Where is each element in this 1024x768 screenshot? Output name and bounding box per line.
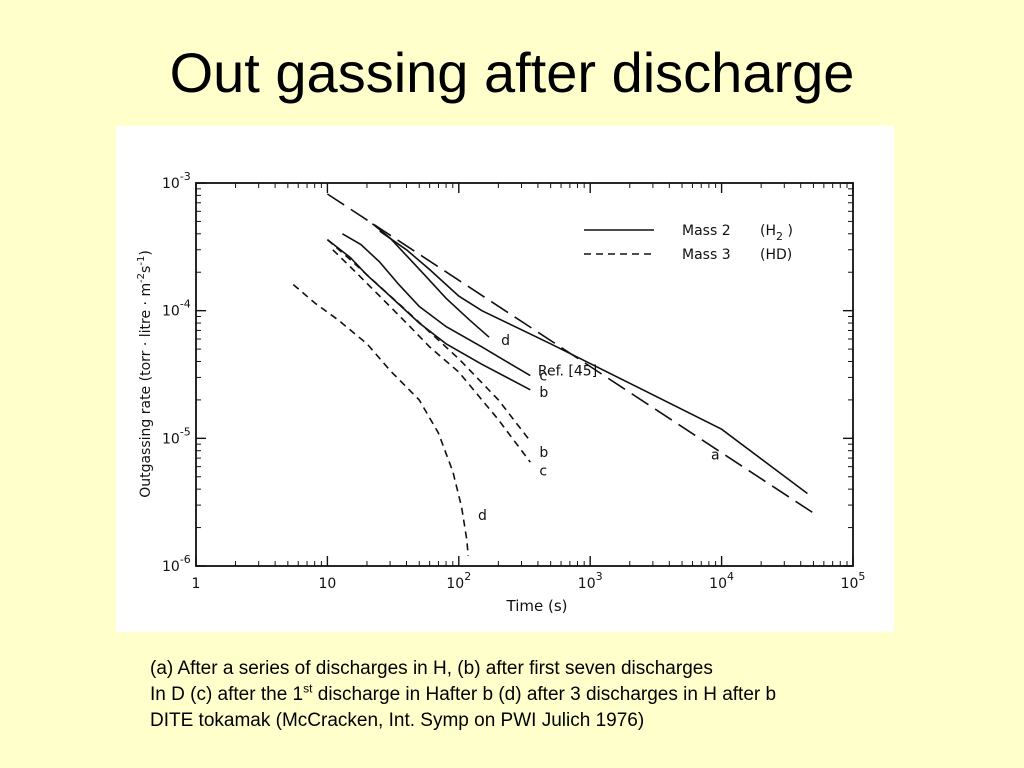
x-tick-label: 105 <box>841 570 866 592</box>
series-label: b <box>539 385 548 401</box>
ticks-layer: 1 10 102 103 104 105 10-3 10-4 10-5 10-6 <box>162 170 865 592</box>
caption-line-2-after: discharge in Hafter b (d) after 3 discha… <box>312 684 777 705</box>
series-line-solid-a <box>379 230 808 495</box>
series-line-dashed-c <box>332 249 531 463</box>
y-tick-label: 10-6 <box>162 553 191 575</box>
y-axis-label: Outgassing rate (torr · litre · m-2s-1) <box>136 250 154 498</box>
outgassing-chart: 1 10 102 103 104 105 10-3 10-4 10-5 10-6 Ref. [45… <box>116 126 894 632</box>
legend-label: Mass 3 <box>682 247 731 263</box>
series-label: c <box>539 369 547 385</box>
x-tick-label: 10 <box>318 576 336 592</box>
caption-line-3-text: DITE tokamak (McCracken, Int. Symp on PW… <box>150 710 645 731</box>
x-tick-label: 103 <box>578 570 603 592</box>
series-layer <box>292 193 814 556</box>
legend-label: Mass 2 <box>682 223 731 239</box>
legend-species: (HD) <box>760 247 792 263</box>
series-line-dashed-b <box>326 238 531 442</box>
plot-frame <box>195 182 854 567</box>
y-tick-label: 10-3 <box>162 170 191 192</box>
series-label: d <box>501 333 510 349</box>
series-line-solid-d <box>371 223 490 338</box>
caption-line-2: In D (c) after the 1st discharge in Haft… <box>150 682 1010 708</box>
series-line-solid-c <box>341 233 531 377</box>
series-label: d <box>478 508 487 524</box>
caption-line-1-text: (a) After a series of discharges in H, (… <box>150 658 713 679</box>
legend-species: (H2 ) <box>760 223 793 243</box>
legend: Mass 2 (H2 ) Mass 3 (HD) <box>584 223 793 263</box>
series-label: b <box>539 445 548 461</box>
series-label: c <box>539 463 547 479</box>
y-tick-label: 10-4 <box>162 298 191 320</box>
caption-line-2-before: In D (c) after the 1 <box>150 684 304 705</box>
x-axis-label: Time (s) <box>506 597 568 615</box>
x-tick-label: 104 <box>709 570 734 592</box>
y-tick-label: 10-5 <box>162 425 191 447</box>
series-line-solid-b <box>326 238 531 391</box>
caption-superscript: st <box>303 681 313 696</box>
series-label: a <box>711 447 720 463</box>
chart-svg: 1 10 102 103 104 105 10-3 10-4 10-5 10-6 Ref. [45… <box>136 170 865 615</box>
x-tick-label: 102 <box>446 570 471 592</box>
series-line-dashed-d <box>292 283 469 556</box>
caption-line-1: (a) After a series of discharges in H, (… <box>150 656 1010 682</box>
slide-title: Out gassing after discharge <box>169 41 855 104</box>
series-label: Ref. [45] <box>538 363 597 379</box>
figure-caption: (a) After a series of discharges in H, (… <box>150 656 1010 734</box>
caption-line-3: DITE tokamak (McCracken, Int. Symp on PW… <box>150 708 1010 734</box>
x-tick-label: 1 <box>192 576 201 592</box>
